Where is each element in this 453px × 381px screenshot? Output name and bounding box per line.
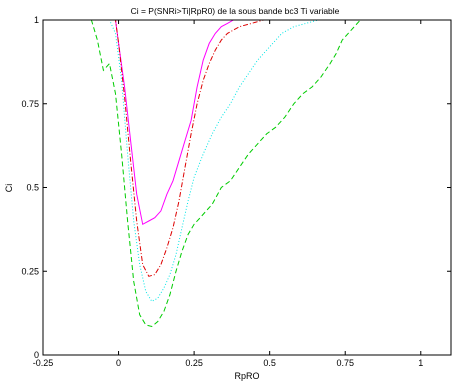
y-tick-label: 0.25 [21,266,39,276]
y-tick-label: 0.75 [21,99,39,109]
y-tick-label: 0.5 [26,183,39,193]
chart-title: Ci = P(SNRi>Ti|RpR0) de la sous bande bc… [131,6,340,16]
x-tick-label: 0 [116,358,121,368]
series-line-3 [43,19,451,303]
x-tick-label: 0.25 [185,358,203,368]
y-axis-label: Ci [4,184,14,193]
plot-area [43,20,451,355]
series-line-2 [43,19,451,277]
y-tick-label: 1 [34,15,39,25]
x-axis-label: RpRO [234,371,259,381]
x-ticks: -0.25 0 0.25 0.5 0.75 1 [33,20,423,368]
y-ticks: 0 0.25 0.5 0.75 1 [21,15,451,360]
x-tick-label: 0.5 [263,358,276,368]
x-tick-label: 1 [418,358,423,368]
series-line-1 [43,19,451,226]
x-tick-label: -0.25 [33,358,54,368]
y-tick-label: 0 [34,350,39,360]
x-tick-label: 0.75 [336,358,354,368]
series-layer [43,19,451,328]
